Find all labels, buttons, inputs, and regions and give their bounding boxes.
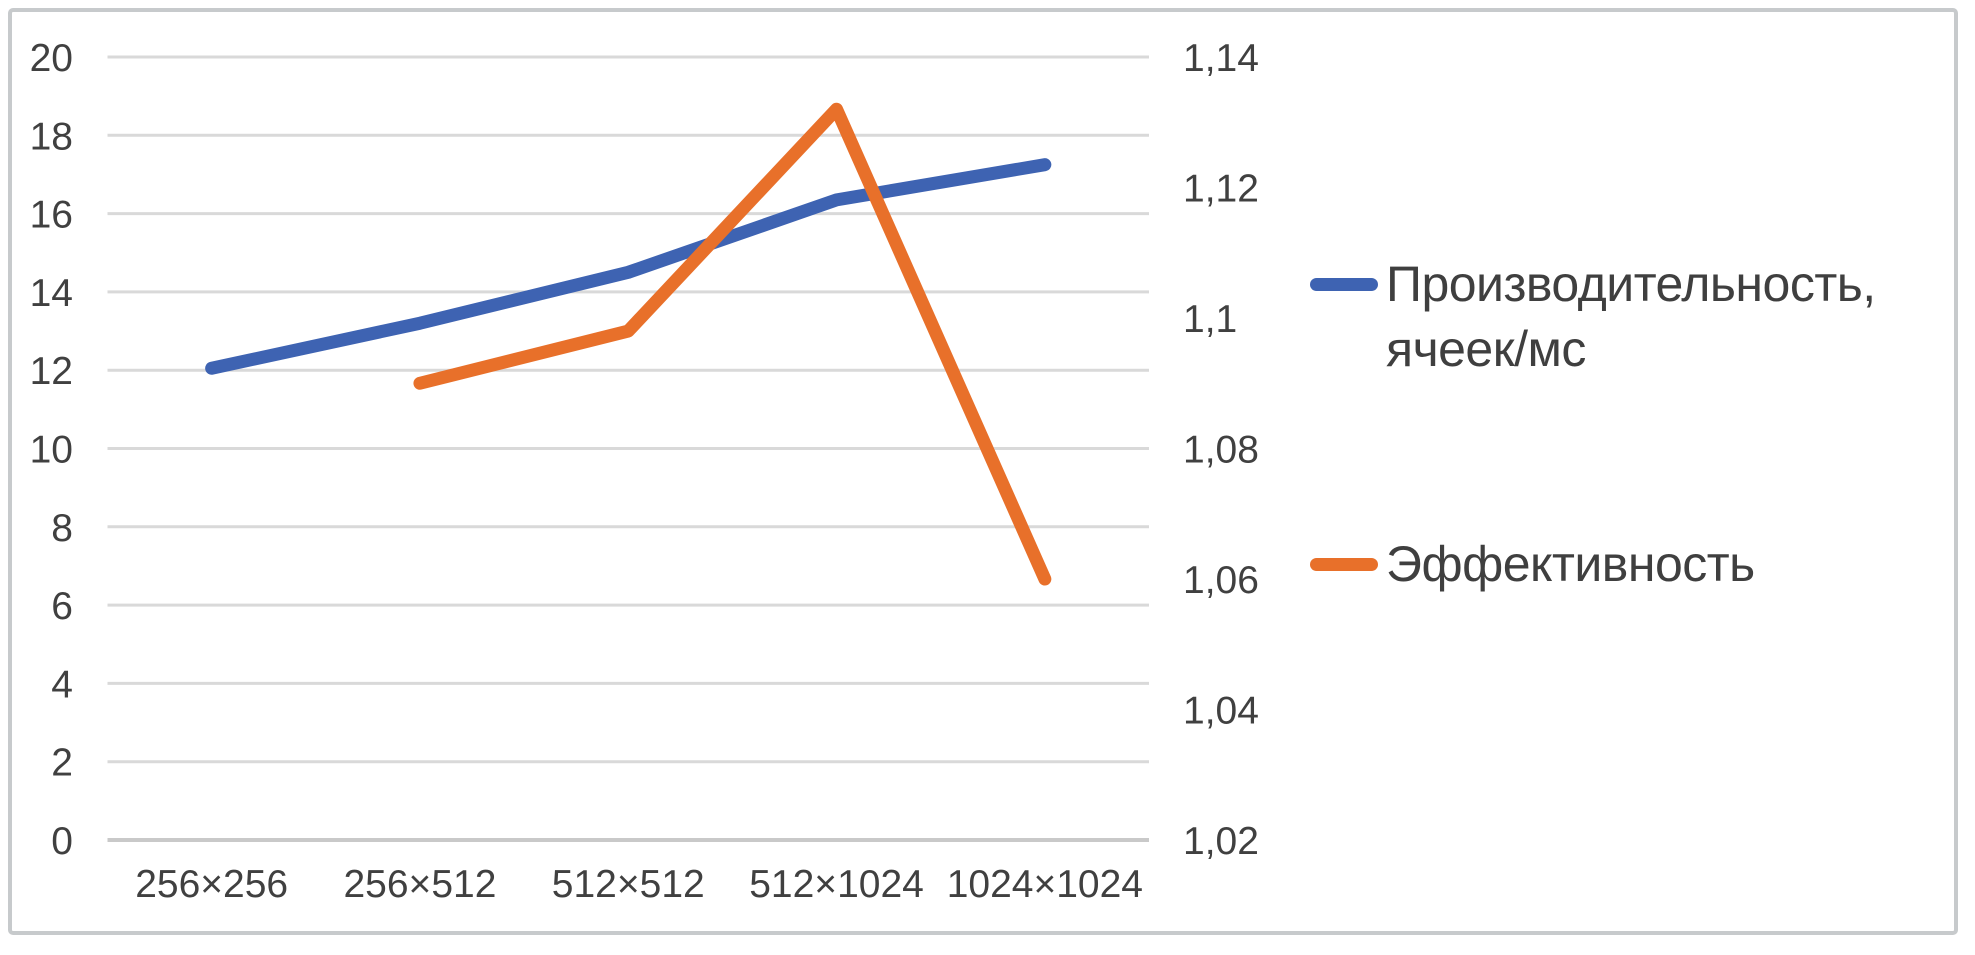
right-axis-tick-label: 1,02 [1183,820,1259,863]
series-line-performance [205,158,1052,375]
left-axis-tick-label: 4 [51,663,73,706]
legend-label-efficiency: Эффективность [1386,536,1755,592]
legend-line-swatch-efficiency [1310,558,1378,571]
chart-frame [8,8,1958,935]
legend-item-efficiency: Эффективность [1310,532,1755,597]
left-axis-tick-label: 6 [51,585,73,628]
legend-label-performance: Производительность, ячеек/мс [1386,256,1876,377]
left-axis-tick-label: 0 [51,820,73,863]
x-axis-tick-label: 1024×1024 [947,863,1143,906]
legend-line-swatch-performance [1310,278,1378,291]
left-axis-tick-label: 16 [30,194,73,237]
left-axis-tick-label: 14 [30,272,73,315]
left-axis-tick-label: 12 [30,350,73,393]
right-axis-tick-label: 1,04 [1183,690,1259,733]
left-axis-tick-label: 2 [51,742,73,785]
right-axis-tick-label: 1,08 [1183,429,1259,472]
right-axis-tick-label: 1,12 [1183,168,1259,211]
legend-item-performance: Производительность, ячеек/мс [1310,252,1951,382]
x-axis-tick-label: 512×1024 [749,863,924,906]
x-axis-tick-label: 256×512 [343,863,496,906]
left-axis-tick-label: 8 [51,507,73,550]
series-line-efficiency [413,102,1052,586]
x-axis-tick-label: 256×256 [135,863,288,906]
right-axis-tick-label: 1,14 [1183,37,1259,80]
right-axis-tick-label: 1,06 [1183,559,1259,602]
left-axis-tick-label: 20 [30,37,73,80]
right-axis-tick-label: 1,1 [1183,298,1237,341]
left-axis-tick-label: 10 [30,429,73,472]
x-axis-tick-label: 512×512 [552,863,705,906]
left-axis-tick-label: 18 [30,115,73,158]
